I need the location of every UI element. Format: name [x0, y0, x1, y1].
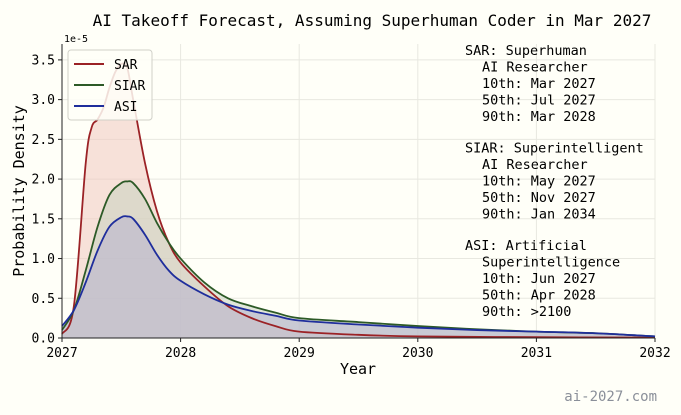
x-tick-label: 2027 [46, 346, 77, 361]
y-tick-labels: 0.0 0.5 1.0 1.5 2.0 2.5 3.0 3.5 [32, 53, 55, 346]
axes [58, 44, 656, 342]
area-asi [62, 216, 655, 338]
legend-label-siar: SIAR [114, 79, 145, 94]
x-tick-labels: 2027 2028 2029 2030 2031 2032 [46, 346, 670, 361]
credit-text: ai-2027.com [564, 389, 657, 405]
legend: SAR SIAR ASI [67, 49, 153, 121]
y-tick-label: 1.5 [32, 212, 55, 227]
annotation-heading: SIAR: Superintelligent [465, 141, 644, 157]
annotation-line: 10th: May 2027 [482, 174, 596, 190]
legend-label-sar: SAR [114, 58, 138, 73]
y-tick-label: 3.0 [32, 93, 55, 108]
annotation-line: 50th: Apr 2028 [482, 288, 596, 304]
y-tick-label: 0.5 [32, 292, 55, 307]
y-tick-label: 2.5 [32, 133, 55, 148]
y-tick-label: 3.5 [32, 53, 55, 68]
x-tick-label: 2031 [521, 346, 552, 361]
line-sar [61, 62, 656, 339]
annotation-line: 50th: Jul 2027 [482, 93, 596, 109]
annotation-line: 90th: Jan 2034 [482, 207, 596, 223]
line-asi [61, 215, 656, 338]
annotation-line: Superintelligence [482, 255, 620, 271]
annotation-heading: SAR: Superhuman [465, 43, 587, 59]
x-tick-label: 2029 [284, 346, 315, 361]
annotation-line: 90th: >2100 [482, 304, 571, 320]
annotation-line: AI Researcher [482, 60, 588, 76]
legend-label-asi: ASI [114, 100, 137, 115]
series-lines [61, 62, 656, 339]
chart-title: AI Takeoff Forecast, Assuming Superhuman… [93, 11, 652, 30]
x-tick-label: 2030 [402, 346, 433, 361]
annotation-line: AI Researcher [482, 157, 588, 173]
y-axis-label: Probability Density [10, 105, 28, 277]
y-tick-label: 1.0 [32, 252, 55, 267]
y-axis-multiplier: 1e-5 [64, 34, 88, 45]
annotation-heading: ASI: Artificial [465, 238, 587, 254]
legend-frame [67, 49, 153, 121]
annotation-line: 10th: Jun 2027 [482, 271, 596, 287]
annotation-line: 10th: Mar 2027 [482, 76, 596, 92]
y-tick-label: 2.0 [32, 173, 55, 188]
grid [61, 44, 656, 339]
annotation-line: 50th: Nov 2027 [482, 190, 596, 206]
annotation-line: 90th: Mar 2028 [482, 109, 596, 125]
y-tick-label: 0.0 [32, 332, 55, 347]
x-tick-label: 2032 [639, 346, 670, 361]
line-siar [61, 180, 656, 338]
x-axis-label: Year [340, 360, 376, 378]
x-tick-label: 2028 [165, 346, 196, 361]
